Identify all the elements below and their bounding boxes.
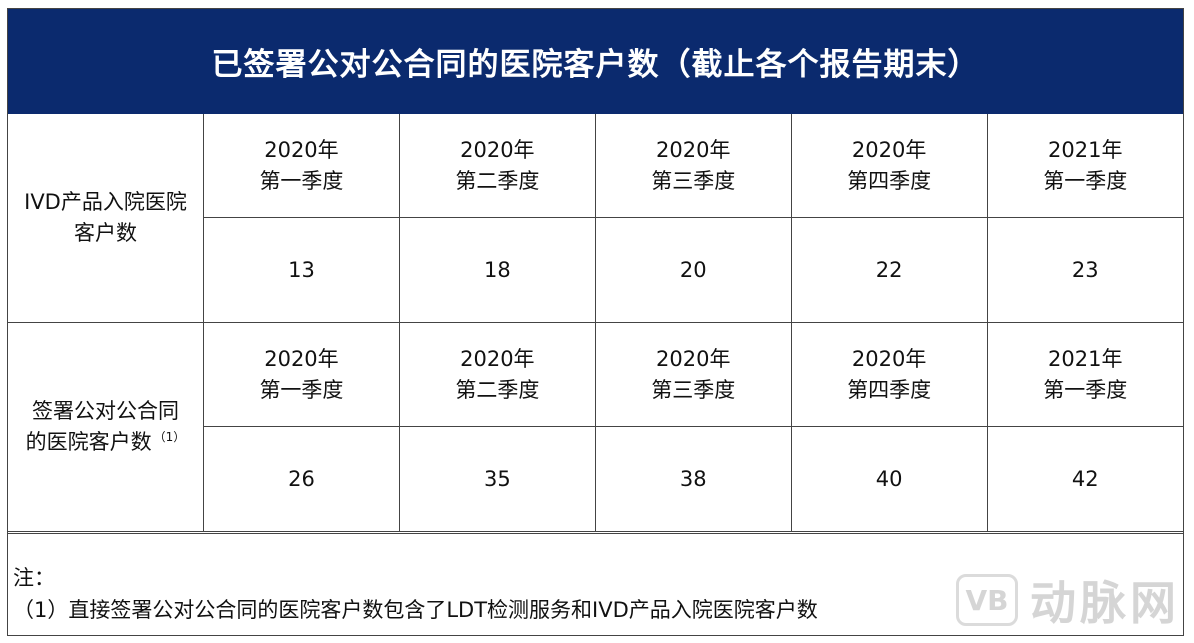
period-year: 2020年 — [851, 137, 927, 162]
period-year: 2020年 — [656, 346, 731, 371]
period-quarter: 第三季度 — [651, 168, 736, 193]
period-row: IVD产品入院医院 客户数 2020年 第一季度 2020年 第二季度 2020… — [8, 114, 1183, 323]
period-year: 2020年 — [264, 346, 339, 371]
period-year: 2020年 — [851, 346, 927, 371]
period-quarter: 第四季度 — [847, 377, 932, 402]
period-quarter: 第二季度 — [455, 168, 540, 193]
value-cell: 38 — [594, 426, 792, 532]
period-year: 2020年 — [656, 137, 731, 162]
value-cell: 20 — [594, 217, 792, 323]
value-cell: 18 — [398, 217, 596, 323]
value-cell: 40 — [790, 426, 988, 532]
period-year: 2020年 — [460, 346, 535, 371]
value-cell: 22 — [790, 217, 988, 323]
value-cell: 42 — [986, 426, 1183, 532]
period-cell: 2020年 第三季度 — [594, 322, 792, 427]
period-quarter: 第四季度 — [847, 168, 932, 193]
period-cell: 2020年 第一季度 — [203, 322, 400, 427]
period-cell: 2021年 第一季度 — [986, 114, 1183, 218]
row-header-ivd: IVD产品入院医院 客户数 — [8, 114, 204, 323]
value-row: 13 18 20 22 23 — [8, 217, 1183, 323]
watermark-logo-icon: VB — [956, 574, 1018, 626]
period-quarter: 第一季度 — [1043, 377, 1128, 402]
period-year: 2020年 — [460, 137, 535, 162]
period-quarter: 第一季度 — [259, 168, 344, 193]
row-header-contract: 签署公对公合同 的医院客户数 （1） — [8, 322, 204, 532]
period-cell: 2020年 第三季度 — [594, 114, 792, 218]
value-row: 26 35 38 40 42 — [8, 426, 1183, 532]
note-item: （1）直接签署公对公合同的医院客户数包含了LDT检测服务和IVD产品入院医院客户… — [13, 598, 818, 622]
period-cell: 2020年 第一季度 — [203, 114, 400, 218]
period-year: 2021年 — [1048, 137, 1123, 162]
row-header-line: 客户数 — [74, 221, 137, 245]
value-cell: 23 — [986, 217, 1183, 323]
period-year: 2021年 — [1048, 346, 1123, 371]
value-cell: 35 — [398, 426, 596, 532]
data-table: IVD产品入院医院 客户数 2020年 第一季度 2020年 第二季度 2020… — [8, 114, 1183, 532]
row-header-line-wrap: 的医院客户数 （1） — [8, 427, 203, 458]
row-header-line: 签署公对公合同 — [32, 399, 179, 423]
period-quarter: 第一季度 — [259, 377, 344, 402]
period-quarter: 第一季度 — [1043, 168, 1128, 193]
period-cell: 2020年 第二季度 — [398, 114, 596, 218]
period-year: 2020年 — [264, 137, 339, 162]
period-cell: 2021年 第一季度 — [986, 322, 1183, 427]
report-table-frame: 已签署公对公合同的医院客户数（截止各个报告期末） IVD产品入院医院 客户数 2… — [7, 8, 1184, 636]
row-header-line: 的医院客户数 — [25, 430, 152, 454]
period-cell: 2020年 第二季度 — [398, 322, 596, 427]
notes-section: 注： （1）直接签署公对公合同的医院客户数包含了LDT检测服务和IVD产品入院医… — [8, 533, 1183, 635]
period-quarter: 第二季度 — [455, 377, 540, 402]
period-row: 签署公对公合同 的医院客户数 （1） 2020年 第一季度 2020年 第二季度 … — [8, 322, 1183, 532]
period-cell: 2020年 第四季度 — [790, 322, 988, 427]
table-title: 已签署公对公合同的医院客户数（截止各个报告期末） — [8, 9, 1183, 114]
watermark-text: 动脉网 — [1030, 576, 1180, 630]
value-cell: 26 — [203, 426, 400, 532]
notes-heading: 注： — [13, 566, 55, 590]
period-cell: 2020年 第四季度 — [790, 114, 988, 218]
footnote-marker: （1） — [153, 430, 186, 444]
watermark: VB 动脉网 — [956, 567, 1180, 633]
value-cell: 13 — [203, 217, 400, 323]
row-header-line: IVD产品入院医院 — [24, 190, 187, 214]
period-quarter: 第三季度 — [651, 377, 736, 402]
